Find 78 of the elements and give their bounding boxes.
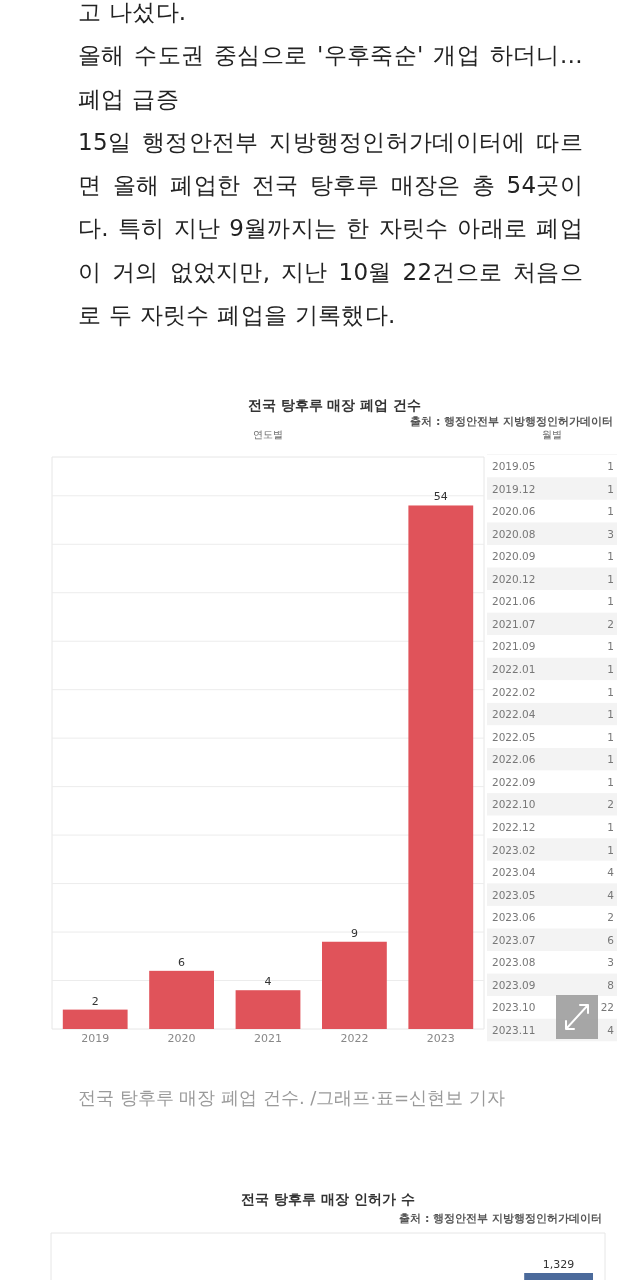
y-tick-label: 2022.01 xyxy=(492,663,536,676)
data-label: 54 xyxy=(433,490,448,504)
text: 15일 행정안전부 지방행정인허가데이터에 따르면 올해 폐업한 전국 탕후루 매장은 총 54곳이다. 특히 지난 9월까지는 한 자릿수 아래로 폐업이 거의 없었지만, 지난 10월 22건으로 처음으로 두 자릿수 폐업을 기록했다. xyxy=(78,127,583,331)
y-tick-label: 2022.04 xyxy=(492,708,536,721)
y-tick-label: 2019.12 xyxy=(492,482,536,495)
data-label: 2 xyxy=(91,994,99,1008)
text: 전국 탕후루 매장 인허가 수 xyxy=(241,1191,415,1207)
text: 올해 수도권 중심으로 '우후죽순' 개업 하더니… 폐업 급증 xyxy=(78,41,583,114)
data-label: 1 xyxy=(607,730,614,743)
y-tick-label: 2022.10 xyxy=(492,798,536,811)
data-label: 2 xyxy=(607,617,614,630)
data-label: 1 xyxy=(607,843,614,856)
data-label: 1 xyxy=(607,663,614,676)
data-label: 4 xyxy=(607,1024,615,1036)
y-tick-label: 2023.02 xyxy=(492,843,536,856)
data-label: 1 xyxy=(607,482,614,495)
bar xyxy=(62,1009,128,1029)
data-label: 4 xyxy=(607,888,615,901)
source-note: 출처 : 행정안전부 지방행정인허가데이터 xyxy=(399,1211,602,1225)
y-tick-label: 2020.09 xyxy=(492,550,536,563)
data-label: 9 xyxy=(350,926,358,940)
y-tick-label: 2022.06 xyxy=(492,753,536,766)
y-tick-label: 2020.06 xyxy=(492,505,536,518)
data-label: 1 xyxy=(607,775,614,788)
data-label: 2 xyxy=(607,911,614,924)
x-tick-label: 2020 xyxy=(167,1031,196,1045)
data-label: 6 xyxy=(607,933,615,946)
chart-title: 월별 xyxy=(542,428,562,440)
bar xyxy=(235,990,301,1029)
x-tick-label: 2021 xyxy=(254,1031,282,1045)
y-tick-label: 2021.06 xyxy=(492,595,536,608)
text: 전국 탕후루 매장 폐업 건수. /그래프·표=신현보 기자 xyxy=(78,1086,506,1110)
data-label: 3 xyxy=(607,527,614,540)
y-tick-label: 2023.06 xyxy=(492,911,536,924)
data-label: 1 xyxy=(607,708,614,721)
data-label: 2 xyxy=(607,798,614,811)
y-tick-label: 2023.10 xyxy=(492,1001,536,1014)
data-label: 1 xyxy=(607,505,614,518)
data-label: 1 xyxy=(607,753,614,766)
data-label: 3 xyxy=(607,956,614,969)
y-tick-label: 2023.04 xyxy=(492,866,536,879)
y-tick-label: 2023.05 xyxy=(492,888,536,901)
x-tick-label: 2019 xyxy=(81,1031,110,1045)
data-label: 4 xyxy=(607,866,615,879)
source-note: 출처 : 행정안전부 지방행정인허가데이터 xyxy=(410,414,613,428)
data-label: 1,329 xyxy=(542,1258,575,1272)
bar xyxy=(408,505,474,1029)
y-tick-label: 2023.09 xyxy=(492,978,536,991)
y-tick-label: 2022.05 xyxy=(492,730,536,743)
data-label: 1 xyxy=(607,572,614,585)
text: 고 나섰다. xyxy=(78,0,188,27)
bar xyxy=(322,941,387,1029)
data-label: 6 xyxy=(178,955,186,969)
y-tick-label: 2020.08 xyxy=(492,527,536,540)
y-tick-label: 2021.07 xyxy=(492,617,536,630)
y-tick-label: 2022.09 xyxy=(492,775,536,788)
x-tick-label: 2023 xyxy=(426,1031,455,1045)
data-label: 1 xyxy=(607,550,614,563)
data-label: 1 xyxy=(607,595,614,608)
x-tick-label: 2022 xyxy=(340,1031,369,1045)
data-label: 4 xyxy=(264,975,272,989)
bar xyxy=(149,970,214,1029)
data-label: 8 xyxy=(607,978,614,991)
y-tick-label: 2023.07 xyxy=(492,933,536,946)
data-label: 1 xyxy=(607,460,614,472)
y-tick-label: 2021.09 xyxy=(492,640,536,653)
y-tick-label: 2023.11 xyxy=(492,1024,536,1036)
data-label: 1 xyxy=(607,640,614,653)
chart-subtitle: 연도별 xyxy=(253,428,283,440)
y-tick-label: 2019.05 xyxy=(492,460,536,472)
y-tick-label: 2022.02 xyxy=(492,685,536,698)
data-label: 1 xyxy=(607,820,614,833)
chart-title: 전국 탕후루 매장 폐업 건수 xyxy=(247,397,422,413)
data-label: 22 xyxy=(600,1001,614,1014)
y-tick-label: 2020.12 xyxy=(492,572,536,585)
y-tick-label: 2023.08 xyxy=(492,956,536,969)
y-tick-label: 2022.12 xyxy=(492,820,536,833)
data-label: 1 xyxy=(607,685,614,698)
